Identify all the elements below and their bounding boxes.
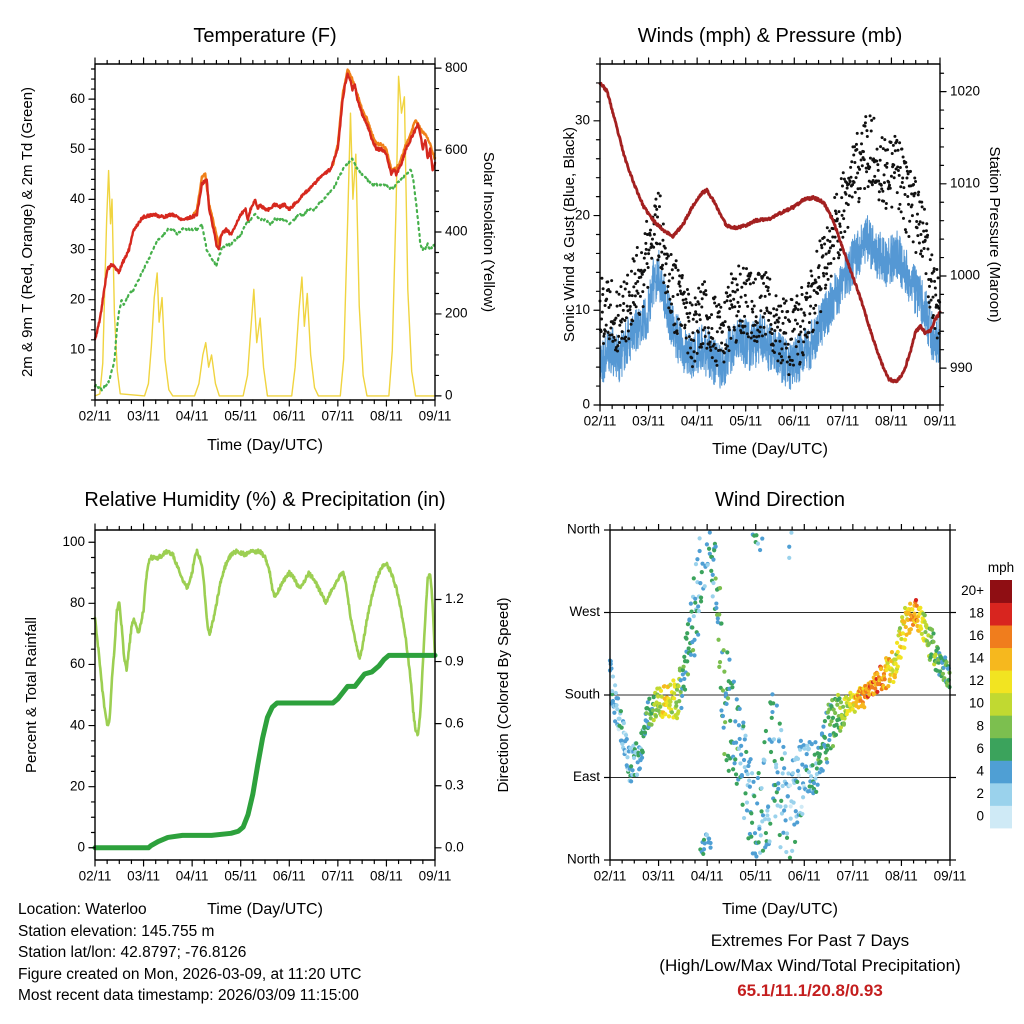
figure-created-timestamp: Figure created on Mon, 2026-03-09, at 11… [18, 965, 362, 983]
wind-direction-chart [490, 470, 1024, 930]
extremes-title: Extremes For Past 7 Days [710, 931, 910, 950]
station-latlon: Station lat/lon: 42.8797; -76.8126 [18, 944, 247, 961]
station-elevation: Station elevation: 145.755 m [18, 922, 215, 940]
humidity-precip-chart [0, 470, 512, 930]
winds-pressure-chart [512, 0, 1024, 470]
extremes-summary: Extremes For Past 7 Days (High/Low/Max W… [600, 928, 1020, 1003]
extremes-subtitle: (High/Low/Max Wind/Total Precipitation) [659, 956, 961, 975]
station-info: Location: Waterloo Station elevation: 14… [18, 899, 438, 1007]
station-location: Location: Waterloo [18, 901, 147, 918]
most-recent-data-timestamp: Most recent data timestamp: 2026/03/09 1… [18, 987, 359, 1004]
extremes-values: 65.1/11.1/20.8/0.93 [737, 981, 883, 1000]
temperature-chart [0, 0, 512, 470]
